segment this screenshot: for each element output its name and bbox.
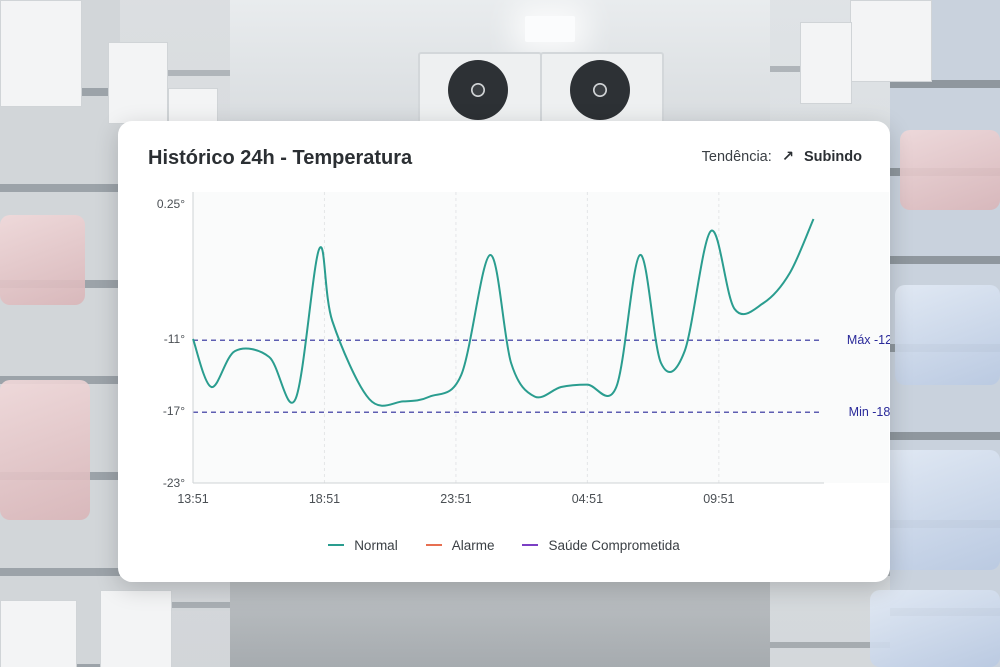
series-line-normal bbox=[192, 218, 815, 407]
evaporator-fan bbox=[418, 52, 542, 126]
x-tick-label: 23:51 bbox=[440, 492, 471, 506]
y-tick-label: 0.25° bbox=[157, 197, 185, 211]
product-package bbox=[870, 590, 1000, 667]
product-package bbox=[880, 450, 1000, 570]
temperature-history-card: Histórico 24h - Temperatura Tendência: ↗… bbox=[118, 121, 890, 582]
storage-box bbox=[850, 0, 932, 82]
legend-label: Saúde Comprometida bbox=[548, 537, 680, 553]
shelf-left bbox=[0, 0, 120, 667]
legend-label: Normal bbox=[354, 537, 398, 553]
temperature-line-chart: Máx -12° Min -18° 13:51 18:51 23:51 04:51 09:… bbox=[157, 192, 890, 506]
legend-swatch bbox=[328, 544, 345, 546]
trend-value: Subindo bbox=[804, 149, 862, 165]
storage-box bbox=[0, 600, 77, 667]
legend-swatch bbox=[522, 544, 539, 546]
x-tick-label: 13:51 bbox=[177, 492, 208, 506]
trend-indicator: Tendência: ↗ Subindo bbox=[702, 149, 862, 165]
ceiling-light bbox=[525, 16, 575, 42]
storage-box bbox=[168, 88, 218, 125]
product-package bbox=[895, 285, 1000, 385]
trend-up-arrow-icon: ↗ bbox=[781, 149, 794, 165]
x-tick-label: 09:51 bbox=[703, 492, 734, 506]
legend-item[interactable]: Saúde Comprometida bbox=[522, 537, 680, 553]
plot-area bbox=[193, 192, 889, 483]
meat-package bbox=[0, 380, 90, 520]
legend-item[interactable]: Normal bbox=[328, 538, 398, 553]
threshold-label: Min -18° bbox=[849, 405, 890, 419]
storage-box bbox=[0, 0, 82, 107]
x-tick-label: 04:51 bbox=[572, 492, 603, 506]
y-tick-label: -23° bbox=[163, 476, 185, 490]
threshold-label: Máx -12° bbox=[847, 333, 890, 347]
meat-package bbox=[0, 215, 85, 305]
legend-label: Alarme bbox=[451, 537, 495, 553]
y-tick-label: -11° bbox=[164, 332, 185, 346]
legend-item[interactable]: Alarme bbox=[425, 537, 495, 553]
chart-legend: Normal Alarme Saúde Comprometida bbox=[118, 534, 890, 553]
storage-box bbox=[108, 42, 168, 124]
evaporator-fan bbox=[540, 52, 664, 126]
y-tick-label: -17° bbox=[163, 404, 185, 418]
trend-label: Tendência: bbox=[701, 149, 772, 165]
storage-box bbox=[800, 22, 852, 104]
meat-package bbox=[900, 130, 1000, 210]
card-title: Histórico 24h - Temperatura bbox=[148, 147, 413, 169]
legend-swatch bbox=[425, 544, 442, 546]
x-tick-label: 18:51 bbox=[309, 492, 340, 506]
storage-box bbox=[100, 590, 172, 667]
